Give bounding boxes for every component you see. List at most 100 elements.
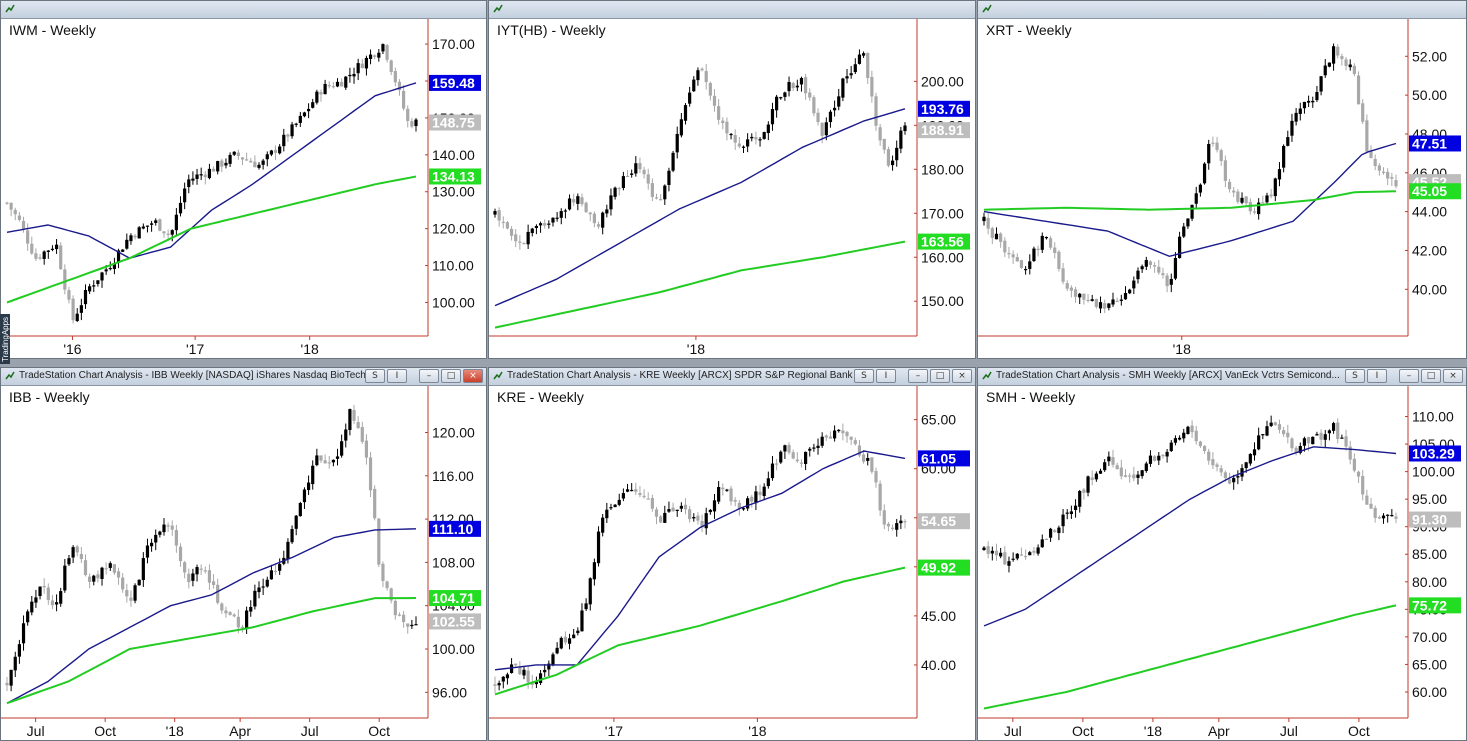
- price-bar-body: [1298, 108, 1302, 115]
- price-bar-body: [294, 123, 298, 125]
- minimize-button[interactable]: –: [1399, 369, 1419, 383]
- price-bar-body: [100, 272, 104, 281]
- price-bar-body: [356, 422, 360, 429]
- price-bar-body: [828, 111, 833, 123]
- price-bar-body: [311, 465, 315, 485]
- price-bar-body: [381, 563, 385, 582]
- price-tag: [429, 590, 481, 607]
- price-bar-body: [319, 455, 323, 461]
- price-bar-body: [1336, 46, 1340, 56]
- price-bar-body: [50, 600, 55, 606]
- chart-plot[interactable]: 40.0045.0050.0055.0060.0065.00'17'1861.0…: [489, 368, 976, 741]
- symbol-button[interactable]: S: [365, 369, 385, 383]
- close-button[interactable]: ×: [952, 369, 972, 383]
- price-bar-body: [617, 188, 621, 190]
- minimize-button[interactable]: –: [419, 369, 439, 383]
- chart-window-kre[interactable]: TradeStation Chart Analysis - KRE Weekly…: [488, 367, 976, 741]
- price-bar-body: [1302, 101, 1307, 109]
- price-tag: [918, 559, 970, 576]
- price-bar-body: [1377, 165, 1381, 171]
- price-bar-body: [572, 199, 576, 203]
- chart-plot[interactable]: 60.0065.0070.0075.0080.0085.0090.0095.00…: [978, 368, 1467, 741]
- price-bar-body: [642, 495, 646, 498]
- price-bar-body: [675, 509, 679, 511]
- chart-window-smh[interactable]: TradeStation Chart Analysis - SMH Weekly…: [977, 367, 1467, 741]
- price-bar-body: [83, 289, 88, 305]
- chart-plot[interactable]: 150.00160.00170.00180.00190.00200.00'181…: [489, 1, 976, 359]
- price-bar-body: [1032, 550, 1036, 553]
- chart-window-iwm[interactable]: 100.00110.00120.00130.00140.00150.00160.…: [0, 0, 487, 359]
- price-bar-body: [129, 597, 133, 601]
- price-bar-body: [717, 106, 721, 120]
- price-bar-body: [895, 147, 899, 161]
- symbol-button[interactable]: S: [854, 369, 874, 383]
- symbol-button[interactable]: S: [1345, 369, 1365, 383]
- price-bar-body: [1257, 202, 1261, 215]
- price-bar-body: [534, 226, 539, 228]
- price-bar-body: [605, 209, 609, 214]
- x-tick-label: '17: [605, 723, 623, 739]
- price-tag-value: 75.72: [1412, 597, 1447, 613]
- chart-window-iyt[interactable]: 150.00160.00170.00180.00190.00200.00'181…: [488, 0, 976, 359]
- maximize-button[interactable]: □: [1421, 369, 1441, 383]
- price-bar-body: [530, 228, 534, 234]
- chart-window-xrt[interactable]: 40.00 42.00 44.00 46.00 48.00 50.00 52.00'18 47…: [977, 0, 1467, 359]
- maximize-button[interactable]: □: [930, 369, 950, 383]
- y-tick-label: 50.00: [1412, 87, 1447, 103]
- price-bar-body: [808, 448, 812, 451]
- price-bar-body: [617, 499, 621, 505]
- price-bar-body: [385, 581, 389, 589]
- price-bar-body: [145, 545, 150, 558]
- price-bar-body: [1290, 120, 1294, 136]
- price-bar-body: [762, 132, 766, 139]
- price-bar-body: [770, 463, 775, 479]
- price-bar-body: [232, 151, 236, 155]
- window-titlebar[interactable]: TradeStation Chart Analysis - IBB Weekly…: [1, 368, 486, 386]
- price-bar-body: [1086, 476, 1090, 493]
- tradestation-icon: [982, 4, 992, 13]
- tradestation-icon: [982, 371, 992, 380]
- price-bar-body: [170, 230, 174, 235]
- y-tick-label: 52.00: [1412, 48, 1447, 64]
- price-bar-body: [344, 429, 348, 441]
- price-bar-body: [104, 269, 108, 272]
- maximize-button[interactable]: □: [441, 369, 461, 383]
- indicator-button[interactable]: I: [876, 369, 896, 383]
- price-bar-body: [696, 515, 700, 521]
- indicator-button[interactable]: I: [387, 369, 407, 383]
- chart-plot[interactable]: 100.00110.00120.00130.00140.00150.00160.…: [1, 1, 487, 359]
- chart-plot[interactable]: 96.00100.00104.00108.00112.00116.00120.0…: [1, 368, 487, 741]
- close-button[interactable]: ×: [1443, 369, 1463, 383]
- y-tick-label: 96.00: [432, 684, 467, 700]
- price-bar-body: [302, 112, 307, 117]
- price-bar-body: [1007, 561, 1011, 566]
- price-bar-body: [340, 441, 344, 456]
- window-title: TradeStation Chart Analysis - IBB Weekly…: [19, 370, 377, 381]
- price-bar-body: [832, 430, 837, 439]
- price-bar-body: [567, 198, 572, 210]
- window-titlebar[interactable]: TradeStation Chart Analysis - SMH Weekly…: [978, 368, 1466, 386]
- indicator-button[interactable]: I: [1367, 369, 1387, 383]
- price-tag-value: 54.65: [921, 513, 956, 529]
- price-bar-body: [323, 83, 327, 95]
- minimize-button[interactable]: –: [908, 369, 928, 383]
- price-bar-body: [1132, 280, 1136, 289]
- price-bar-body: [183, 188, 187, 203]
- window-titlebar[interactable]: [489, 1, 975, 19]
- window-titlebar[interactable]: [1, 1, 486, 19]
- window-titlebar[interactable]: [978, 1, 1466, 19]
- price-bar-body: [857, 54, 862, 64]
- price-bar-body: [121, 249, 125, 252]
- side-app-label-text: TradingApps: [1, 317, 10, 362]
- window-titlebar[interactable]: TradeStation Chart Analysis - KRE Weekly…: [489, 368, 975, 386]
- price-bar-body: [245, 610, 249, 629]
- price-bar-body: [315, 91, 319, 103]
- close-button[interactable]: ×: [463, 369, 483, 383]
- price-bar-body: [679, 119, 683, 136]
- price-bar-body: [1153, 265, 1157, 267]
- price-tag: [429, 520, 481, 537]
- price-bar-body: [402, 614, 406, 623]
- chart-window-ibb[interactable]: TradeStation Chart Analysis - IBB Weekly…: [0, 367, 487, 741]
- chart-plot[interactable]: 40.0042.0044.0046.0048.0050.0052.00'1847…: [978, 1, 1467, 359]
- price-bar-body: [1161, 273, 1165, 276]
